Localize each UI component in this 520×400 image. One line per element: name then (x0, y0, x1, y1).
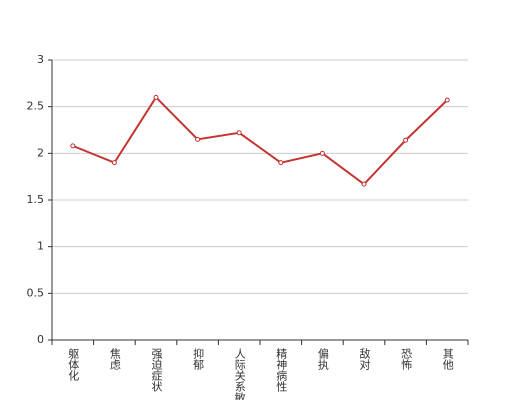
y-tick-label: 1.5 (27, 193, 45, 206)
point (444, 97, 450, 103)
x-tick-label: 敌对 (358, 347, 371, 370)
x-tick-label: 其他 (441, 348, 454, 370)
point (195, 136, 201, 142)
x-tick-label: 精神病性 (275, 348, 288, 393)
x-tick-label: 人际关系敏感 (233, 348, 246, 400)
point (361, 181, 367, 187)
point (278, 160, 284, 166)
y-tick-label: 0 (37, 333, 44, 346)
x-tick-label: 躯体化 (67, 348, 80, 382)
point (70, 143, 76, 149)
point (403, 137, 409, 143)
x-tick-label: 抑郁 (192, 347, 205, 370)
y-tick-label: 2.5 (27, 100, 45, 113)
x-tick-label: 偏执 (316, 347, 329, 371)
point (111, 160, 117, 166)
x-tick-label: 恐怖 (400, 348, 413, 370)
y-tick-label: 0.5 (27, 286, 45, 299)
y-tick-label: 1 (37, 240, 44, 253)
y-tick-label: 2 (37, 146, 44, 159)
point (319, 150, 325, 156)
point (153, 94, 159, 100)
x-tick-label: 强迫症状 (150, 348, 163, 392)
y-tick-label: 3 (37, 53, 44, 66)
point (236, 130, 242, 136)
x-tick-label: 焦虑 (108, 348, 121, 370)
line (72, 95, 448, 186)
